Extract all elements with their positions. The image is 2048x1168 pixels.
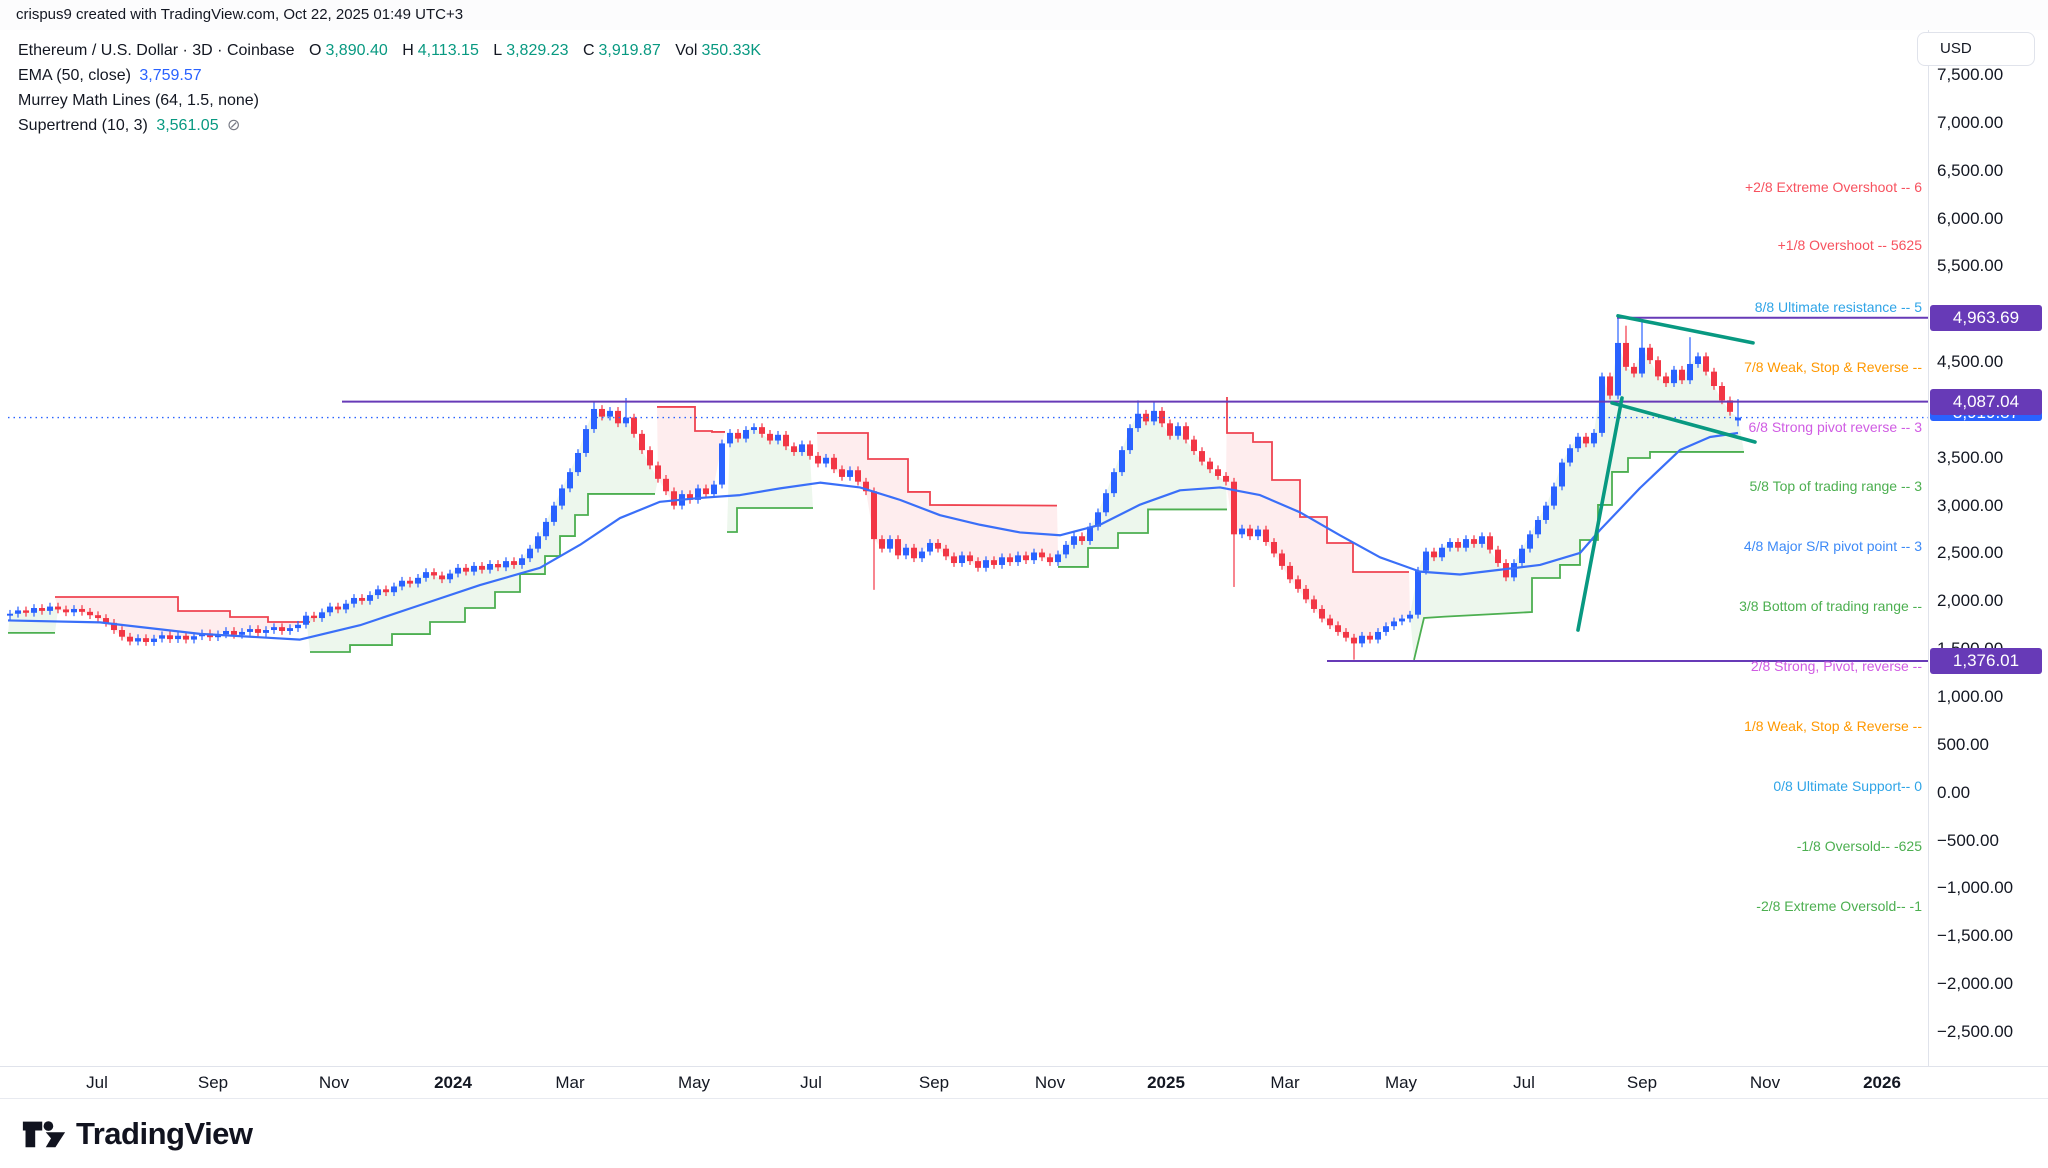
low-value: 3,829.23: [506, 42, 569, 59]
time-axis-label[interactable]: 2025: [1147, 1073, 1185, 1092]
time-axis-label[interactable]: Jul: [1513, 1073, 1535, 1092]
time-axis-label[interactable]: Jul: [800, 1073, 822, 1092]
price-axis-label: −500.00: [1937, 830, 1999, 850]
symbol-title[interactable]: Ethereum / U.S. Dollar · 3D · Coinbase: [18, 42, 295, 59]
time-axis-label[interactable]: Jul: [86, 1073, 108, 1092]
volume-label: Vol: [675, 42, 698, 59]
tradingview-logo-icon: [22, 1121, 66, 1148]
murrey-level-label: 2/8 Strong, Pivot, reverse --: [1750, 658, 1922, 674]
price-axis-label: 0.00: [1937, 782, 1971, 802]
close-value: 3,919.87: [598, 42, 661, 59]
price-axis[interactable]: USD 7,500.00 7,000.00 6,500.00 6,000.00 5,50…: [1917, 30, 2048, 1066]
time-axis-label[interactable]: 2026: [1863, 1073, 1901, 1092]
price-level-badge: 4,087.04: [1930, 388, 2042, 415]
time-axis-label[interactable]: 2024: [434, 1073, 472, 1092]
murrey-level-label: 3/8 Bottom of trading range --: [1739, 598, 1922, 614]
murrey-level-label: 1/8 Weak, Stop & Reverse --: [1744, 718, 1922, 734]
close-label: C: [582, 42, 595, 59]
time-axis-label[interactable]: Nov: [318, 1073, 350, 1092]
time-axis-label[interactable]: Nov: [1034, 1073, 1066, 1092]
chart-canvas[interactable]: [0, 30, 1928, 1066]
price-axis-label: 3,000.00: [1937, 495, 2004, 515]
price-axis-label: 1,000.00: [1937, 687, 2004, 706]
high-label: H: [402, 42, 414, 59]
chart-legend: Ethereum / U.S. Dollar · 3D · Coinbase O…: [18, 38, 761, 138]
murrey-level-label: 5/8 Top of trading range -- 3: [1749, 478, 1922, 494]
time-axis-label[interactable]: May: [677, 1073, 711, 1092]
open-label: O: [309, 42, 322, 59]
price-axis-label: 4,500.00: [1937, 352, 2004, 372]
time-axis-label[interactable]: Sep: [197, 1073, 229, 1092]
low-label: L: [493, 42, 503, 59]
price-axis-label: 5,500.00: [1937, 256, 2004, 276]
legend-symbol-row[interactable]: Ethereum / U.S. Dollar · 3D · Coinbase O…: [18, 38, 761, 63]
murrey-level-label: -1/8 Oversold-- -625: [1796, 838, 1922, 854]
legend-murrey-row[interactable]: Murrey Math Lines (64, 1.5, none): [18, 88, 761, 113]
murrey-level-label: 8/8 Ultimate resistance -- 5: [1754, 299, 1922, 315]
price-axis-label: −1,500.00: [1937, 926, 2014, 946]
open-value: 3,890.40: [325, 42, 388, 59]
price-axis-label: 2,000.00: [1937, 591, 2004, 611]
price-axis-label: −1,000.00: [1937, 878, 2014, 898]
murrey-level-label: 6/8 Strong pivot reverse -- 3: [1748, 419, 1922, 435]
ema-label[interactable]: EMA (50, close): [18, 67, 131, 84]
price-axis-label: 6,500.00: [1937, 160, 2004, 180]
supertrend-label[interactable]: Supertrend (10, 3): [18, 117, 148, 134]
price-axis-label: 6,000.00: [1937, 208, 2004, 228]
ema-value: 3,759.57: [139, 67, 202, 84]
time-axis-label[interactable]: Mar: [1270, 1073, 1300, 1092]
time-axis[interactable]: Jul Sep Nov 2024 Mar May Jul Sep Nov 2025 Mar May Ju…: [0, 1066, 2048, 1099]
time-axis-label[interactable]: Sep: [918, 1073, 950, 1092]
price-axis-label: 3,500.00: [1937, 447, 2004, 467]
murrey-label[interactable]: Murrey Math Lines (64, 1.5, none): [18, 92, 260, 109]
tradingview-logo-text: TradingView: [76, 1116, 253, 1151]
price-chart[interactable]: Ethereum / U.S. Dollar · 3D · Coinbase O…: [0, 30, 1928, 1066]
price-level-badge: 1,376.01: [1930, 648, 2042, 675]
time-axis-label[interactable]: Sep: [1626, 1073, 1658, 1092]
attribution-bar: crispus9 created with TradingView.com, O…: [0, 0, 2048, 30]
price-axis-label: −2,500.00: [1937, 1021, 2014, 1041]
legend-ema-row[interactable]: EMA (50, close) 3,759.57: [18, 63, 761, 88]
murrey-level-label: -2/8 Extreme Oversold-- -1: [1756, 898, 1922, 914]
supertrend-value: 3,561.05: [156, 117, 219, 134]
murrey-level-label: 7/8 Weak, Stop & Reverse --: [1744, 359, 1922, 375]
legend-supertrend-row[interactable]: Supertrend (10, 3) 3,561.05 ⊘: [18, 113, 761, 138]
tradingview-logo[interactable]: TradingView: [22, 1112, 253, 1156]
price-axis-label: 2,500.00: [1937, 543, 2004, 563]
currency-selector[interactable]: USD: [1917, 32, 2035, 66]
price-axis-label: 7,000.00: [1937, 112, 2004, 132]
murrey-level-label: 4/8 Major S/R pivot point -- 3: [1743, 538, 1922, 554]
murrey-level-label: +1/8 Overshoot -- 5625: [1777, 237, 1922, 253]
price-axis-label: 7,500.00: [1937, 64, 2004, 84]
supertrend-extra-icon: ⊘: [227, 117, 241, 134]
high-value: 4,113.15: [417, 42, 479, 59]
time-axis-label[interactable]: Nov: [1749, 1073, 1781, 1092]
murrey-level-label: +2/8 Extreme Overshoot -- 6: [1744, 179, 1922, 195]
price-axis-label: 500.00: [1937, 734, 1989, 754]
volume-value: 350.33K: [701, 42, 762, 59]
time-axis-label[interactable]: Mar: [555, 1073, 585, 1092]
price-level-badge: 4,963.69: [1930, 304, 2042, 331]
price-axis-label: −2,000.00: [1937, 974, 2014, 994]
time-axis-label[interactable]: May: [1384, 1073, 1418, 1092]
murrey-level-label: 0/8 Ultimate Support-- 0: [1773, 778, 1922, 794]
